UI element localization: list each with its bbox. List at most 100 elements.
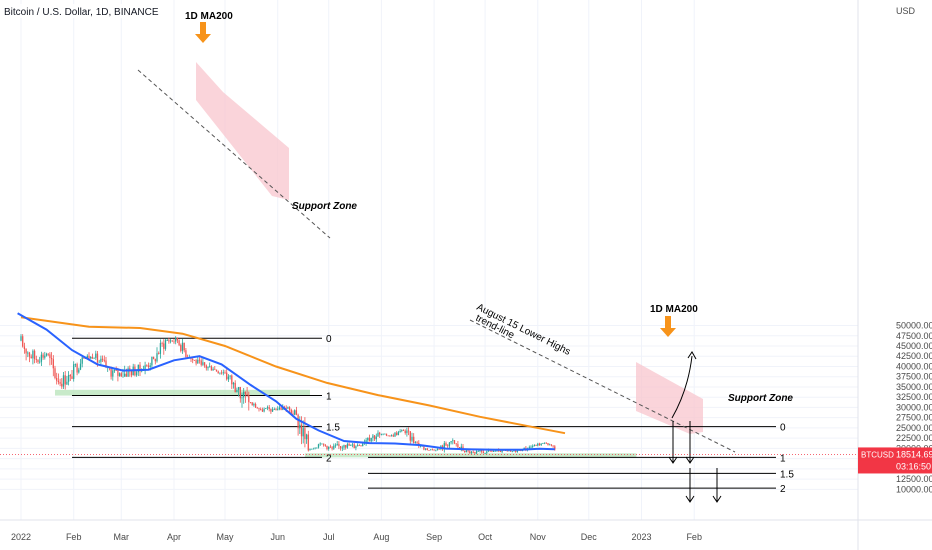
candle-body (384, 433, 386, 435)
candle-body (214, 368, 216, 370)
candle-body (197, 359, 199, 364)
candle-body (300, 424, 303, 437)
candle-body (399, 430, 401, 432)
candle-body (115, 370, 117, 372)
arrowhead-icon (685, 456, 695, 464)
candle-body (365, 440, 367, 443)
projection-arrows (668, 351, 722, 503)
candle-body (248, 394, 250, 403)
candle-body (292, 413, 294, 415)
x-tick-label: Oct (478, 532, 493, 542)
candle-body (176, 337, 179, 341)
candle-body (243, 391, 245, 398)
candle-body (95, 353, 97, 358)
candle-body (185, 350, 187, 358)
candle-body (375, 436, 377, 440)
support-zone-label: Support Zone (728, 393, 793, 404)
candle-body (66, 381, 68, 385)
candle-body (193, 360, 196, 361)
moving-averages (17, 312, 566, 451)
candle-body (290, 409, 292, 414)
candle-body (511, 451, 513, 453)
candle-body (144, 365, 146, 371)
candle-body (319, 443, 321, 445)
x-tick-label: Apr (167, 532, 181, 542)
x-tick-label: Jul (323, 532, 335, 542)
candle-body (181, 342, 184, 351)
candle-body (309, 448, 311, 451)
candle-body (28, 352, 31, 357)
candle-body (423, 445, 425, 450)
candle-body (64, 375, 66, 385)
candle-body (229, 375, 231, 377)
candle-body (74, 364, 77, 365)
candle-body (481, 450, 483, 452)
candle-body (419, 445, 422, 447)
candle-body (372, 435, 374, 438)
candle-body (127, 368, 129, 377)
candle-body (93, 357, 95, 359)
candle-body (154, 359, 156, 362)
candle-body (351, 444, 354, 446)
candle-body (20, 336, 22, 341)
candle-body (32, 350, 34, 359)
candle-body (379, 432, 381, 435)
candle-body (161, 343, 163, 344)
arrowhead-icon (668, 456, 678, 464)
candle-body (416, 442, 418, 444)
candle-body (314, 448, 316, 450)
candle-body (424, 448, 427, 450)
candle-body (368, 437, 371, 442)
ma200-arrow-icon (660, 316, 676, 337)
candle-body (39, 361, 41, 363)
candle-body (278, 407, 281, 410)
candle-body (542, 443, 544, 444)
candle-body (125, 373, 128, 377)
fib-label: 2 (780, 484, 786, 495)
candle-body (226, 372, 228, 380)
candle-body (396, 432, 398, 436)
candle-body (246, 393, 248, 395)
candle-body (237, 386, 240, 390)
candle-body (35, 359, 37, 360)
fib-label: 1 (780, 453, 786, 464)
candle-body (117, 370, 119, 376)
candle-body (263, 408, 265, 412)
candle-body (304, 428, 306, 440)
candle-body (401, 430, 403, 431)
candle-body (350, 444, 352, 446)
candle-body (100, 358, 102, 362)
ma50-line (17, 312, 555, 451)
candle-body (169, 340, 172, 342)
candle-body (324, 444, 326, 446)
candle-body (159, 343, 162, 354)
candle-body (460, 446, 462, 449)
y-tick-label: 37500.00 (896, 372, 932, 382)
candle-body (464, 450, 466, 453)
candle-body (333, 445, 335, 449)
candle-body (321, 443, 323, 445)
candle-body (59, 382, 61, 384)
candle-body (550, 444, 553, 446)
candle-body (402, 430, 405, 431)
candle-body (200, 360, 202, 365)
title-backdrop (2, 4, 140, 18)
candle-body (355, 446, 357, 449)
candle-body (436, 448, 439, 451)
candle-body (338, 444, 340, 447)
candle-body (341, 447, 343, 449)
candle-body (173, 341, 175, 343)
candle-body (222, 372, 224, 374)
candle-body (203, 362, 206, 366)
candle-body (86, 355, 88, 359)
candle-body (295, 410, 298, 415)
x-tick-label: Mar (114, 532, 130, 542)
candle-body (23, 346, 26, 349)
ma200-arrow-icon (195, 22, 211, 43)
y-tick-label: 12500.00 (896, 474, 932, 484)
candle-body (533, 445, 536, 447)
candle-body (377, 432, 379, 437)
candle-body (56, 377, 58, 381)
candle-body (273, 409, 275, 410)
candle-body (54, 368, 56, 378)
